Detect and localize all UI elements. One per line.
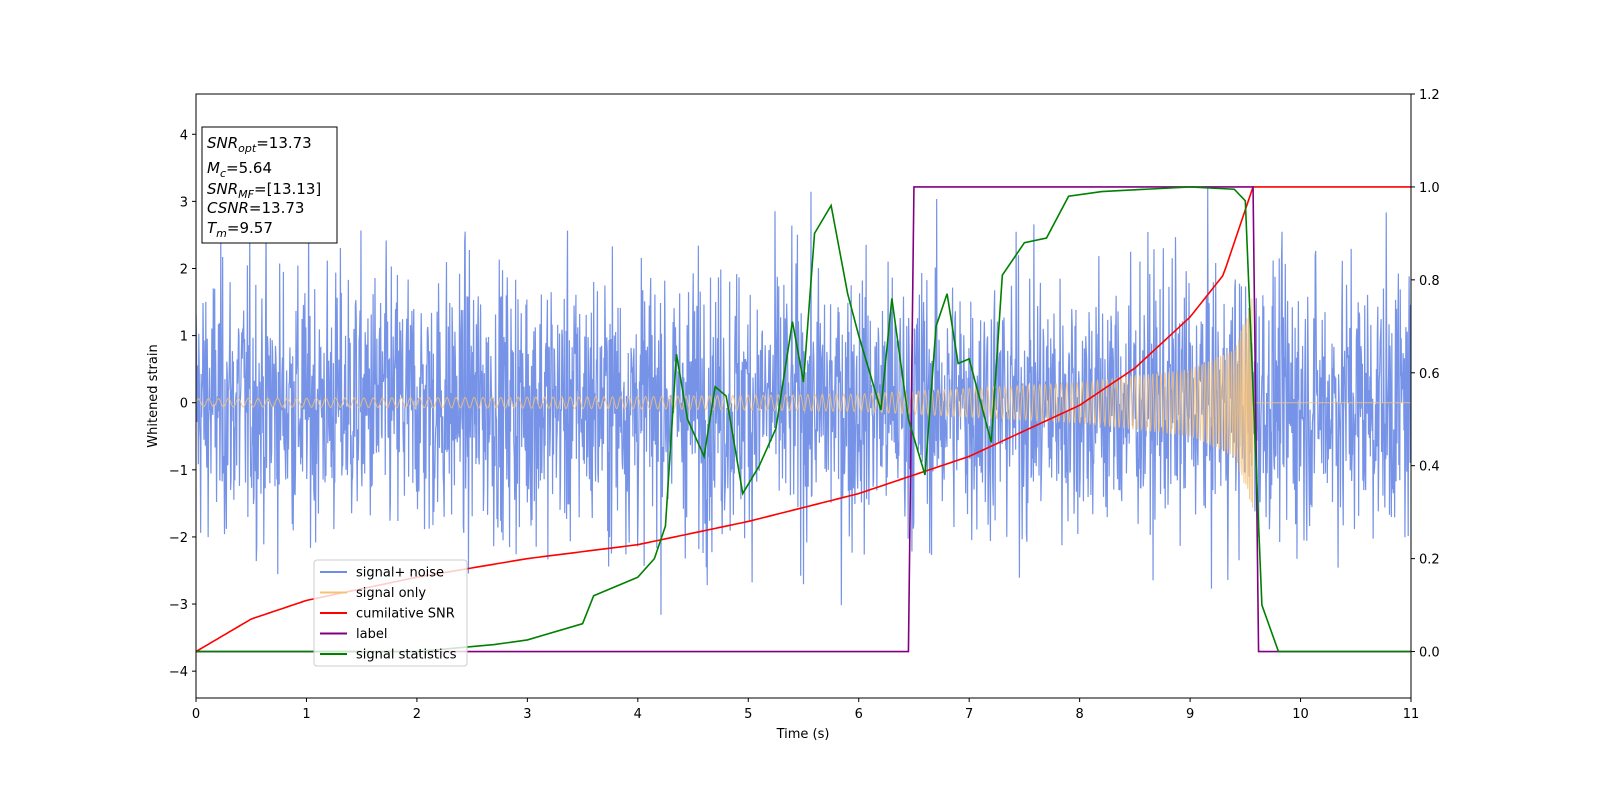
y-tick-label: 3 <box>180 195 188 210</box>
plot-frame <box>195 93 1412 699</box>
x-tick-label: 3 <box>523 707 531 722</box>
info-box-line: SNRopt=13.73 <box>207 134 312 155</box>
info-box-line: CSNR=13.73 <box>207 199 304 217</box>
info-box: SNRopt=13.73 Mc=5.64SNRMF=[13.13]CSNR=13.… <box>201 126 338 244</box>
y2-tick-label: 0.4 <box>1419 460 1440 475</box>
legend-label: signal+ noise <box>356 566 444 581</box>
y-tick-label: 1 <box>180 330 188 345</box>
y-tick-label: −2 <box>169 531 188 546</box>
series-signal-noise-line <box>196 187 1411 615</box>
legend-label: cumilative SNR <box>356 607 455 622</box>
x-tick-label: 11 <box>1403 707 1420 722</box>
y2-tick-label: 1.0 <box>1419 181 1440 196</box>
y2-tick-label: 1.2 <box>1419 88 1440 103</box>
x-tick-label: 10 <box>1292 707 1309 722</box>
x-tick-label: 7 <box>965 707 973 722</box>
series-signal-statistics-line <box>196 186 1411 653</box>
legend-frame <box>313 559 468 667</box>
y2-tick-label: 0.0 <box>1419 646 1440 661</box>
x-tick-label: 4 <box>634 707 642 722</box>
x-tick-label: 5 <box>744 707 752 722</box>
y2-tick-label: 0.2 <box>1419 553 1440 568</box>
info-box-line: SNRMF=[13.13] <box>207 180 321 201</box>
legend: signal+ noise signal only cumilative SNR la… <box>313 559 468 667</box>
y-tick-label: 4 <box>180 128 188 143</box>
y-tick-label: −3 <box>169 598 188 613</box>
series-signal-only-line <box>196 298 1411 508</box>
y2-tick-label: 0.8 <box>1419 274 1440 289</box>
info-box-line: Tm=9.57 <box>207 219 273 240</box>
x-axis-title: Time (s) <box>776 727 830 742</box>
y-tick-label: 2 <box>180 262 188 277</box>
legend-label: label <box>356 627 387 642</box>
x-tick-label: 1 <box>302 707 310 722</box>
info-box-frame <box>201 126 338 244</box>
y-tick-label: −1 <box>169 464 188 479</box>
x-tick-label: 9 <box>1186 707 1194 722</box>
x-tick-label: 0 <box>192 707 200 722</box>
legend-label: signal statistics <box>356 648 457 663</box>
x-tick-label: 6 <box>855 707 863 722</box>
x-tick-label: 8 <box>1075 707 1083 722</box>
y-tick-label: 0 <box>180 397 188 412</box>
legend-label: signal only <box>356 586 426 601</box>
y-tick-label: −4 <box>169 665 188 680</box>
y-axis-title: Whitened strain <box>146 344 161 447</box>
x-tick-label: 2 <box>413 707 421 722</box>
y2-tick-label: 0.6 <box>1419 367 1440 382</box>
info-box-line: Mc=5.64 <box>207 159 272 180</box>
